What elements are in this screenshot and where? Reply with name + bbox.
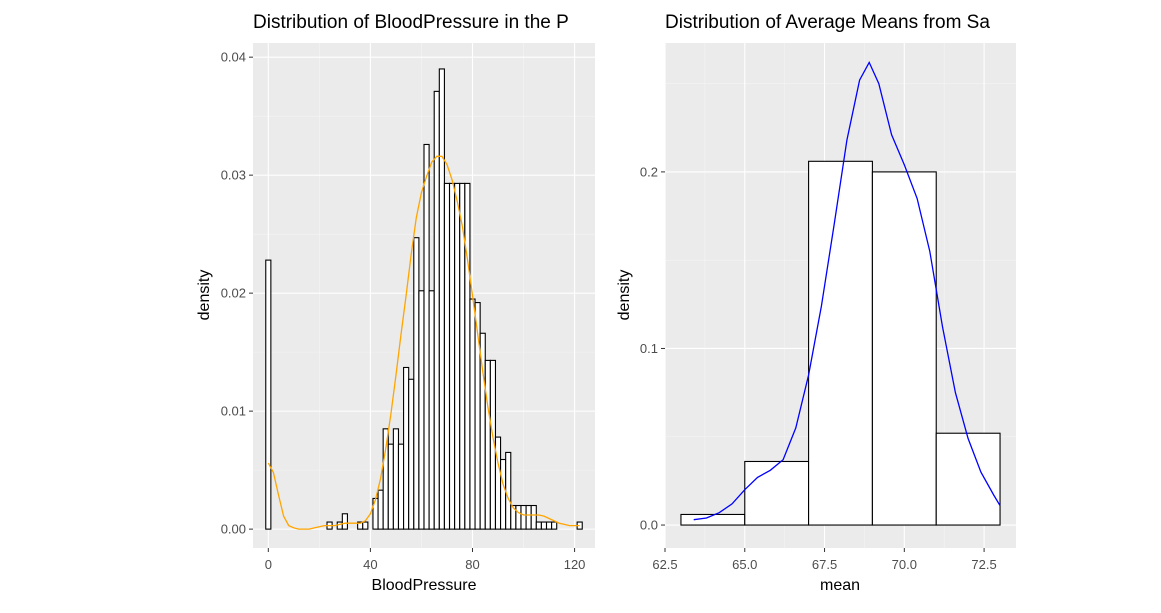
histogram-bar bbox=[408, 378, 415, 530]
histogram-bars-right bbox=[680, 160, 1001, 526]
histogram-bar bbox=[551, 521, 558, 530]
x-axis-label-right: mean bbox=[820, 577, 860, 594]
histogram-bar bbox=[520, 504, 527, 530]
histogram-bar bbox=[448, 182, 456, 530]
histogram-bar bbox=[362, 521, 369, 530]
histogram-bar bbox=[336, 521, 343, 530]
x-tick-label: 62.5 bbox=[652, 557, 677, 572]
histogram-bar bbox=[377, 489, 384, 530]
x-tick-label: 80 bbox=[465, 557, 479, 572]
histogram-bar bbox=[341, 513, 348, 530]
axis-ticks-left: 0 40 80 120 0.00 0.01 0.02 0.03 0.04 bbox=[221, 50, 586, 572]
histogram-bar bbox=[403, 366, 410, 530]
histogram-bar bbox=[500, 458, 507, 530]
histogram-bar bbox=[871, 171, 937, 526]
x-tick-label: 0 bbox=[265, 557, 272, 572]
x-tick-label: 120 bbox=[564, 557, 586, 572]
y-tick-label: 0.1 bbox=[640, 341, 658, 356]
chart-panel-right: 62.5 65.0 67.5 70.0 72.5 0.0 0.1 0.2 Distributi… bbox=[616, 12, 1016, 594]
histogram-bar bbox=[265, 259, 272, 530]
histogram-bar bbox=[540, 521, 548, 530]
histogram-bar bbox=[413, 237, 420, 530]
x-tick-label: 70.0 bbox=[892, 557, 917, 572]
x-tick-label: 65.0 bbox=[732, 557, 757, 572]
histogram-bar bbox=[535, 521, 542, 530]
histogram-bar bbox=[438, 68, 445, 530]
chart-title-left: Distribution of BloodPressure in the P bbox=[253, 12, 569, 33]
histogram-bar bbox=[484, 359, 491, 530]
y-tick-label: 0.03 bbox=[221, 168, 246, 183]
x-tick-label: 72.5 bbox=[971, 557, 996, 572]
histogram-bar bbox=[530, 504, 537, 530]
histogram-bar bbox=[382, 428, 389, 530]
histogram-bar bbox=[397, 443, 405, 530]
histogram-bar bbox=[418, 290, 425, 530]
axis-ticks-right: 62.5 65.0 67.5 70.0 72.5 0.0 0.1 0.2 bbox=[640, 164, 997, 572]
histogram-bar bbox=[744, 460, 810, 526]
y-tick-label: 0.2 bbox=[640, 164, 658, 179]
histogram-bar bbox=[428, 290, 435, 530]
histogram-bar bbox=[392, 428, 400, 530]
histogram-bar bbox=[423, 143, 430, 530]
histogram-bar bbox=[525, 504, 532, 530]
histogram-bar bbox=[505, 451, 512, 530]
density-curve-right bbox=[693, 60, 1001, 521]
histogram-bars-left bbox=[265, 68, 583, 530]
title-clip-mask-right bbox=[1024, 0, 1161, 40]
histogram-bar bbox=[443, 182, 451, 530]
y-tick-label: 0.0 bbox=[640, 518, 658, 533]
x-tick-label: 40 bbox=[363, 557, 377, 572]
y-tick-label: 0.04 bbox=[221, 50, 246, 65]
x-tick-label: 67.5 bbox=[812, 557, 837, 572]
y-tick-label: 0.00 bbox=[221, 522, 246, 537]
histogram-bar bbox=[808, 160, 873, 526]
y-axis-label-left: density bbox=[196, 270, 213, 321]
title-clip-mask-left bbox=[607, 0, 657, 40]
histogram-bar bbox=[545, 521, 553, 530]
y-tick-label: 0.01 bbox=[221, 404, 246, 419]
histogram-bar bbox=[935, 432, 1001, 526]
histogram-bar bbox=[387, 443, 394, 530]
y-tick-label: 0.02 bbox=[221, 286, 246, 301]
chart-title-right: Distribution of Average Means from Sa bbox=[665, 12, 990, 33]
x-axis-label-left: BloodPressure bbox=[372, 577, 477, 594]
chart-panel-left: 0 40 80 120 0.00 0.01 0.02 0.03 0.04 Distributio… bbox=[196, 12, 595, 594]
y-axis-label-right: density bbox=[616, 270, 633, 321]
histogram-bar bbox=[464, 182, 471, 530]
histogram-bar bbox=[515, 504, 522, 530]
histogram-bar bbox=[469, 298, 476, 530]
histogram-bar bbox=[454, 182, 461, 530]
density-curve-left bbox=[267, 155, 580, 530]
